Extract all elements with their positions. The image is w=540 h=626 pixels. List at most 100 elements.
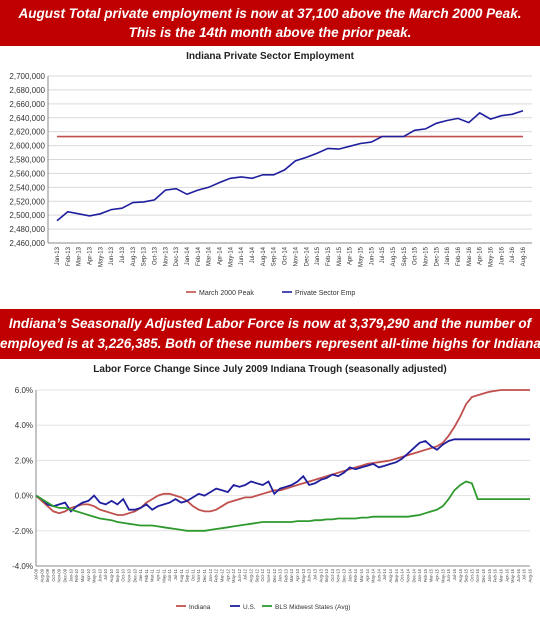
x-tick-label: Nov-15	[423, 246, 429, 266]
x-tick-label: May-15	[440, 568, 445, 583]
x-tick-label: Mar-13	[289, 568, 294, 582]
x-tick-label: Dec-11	[202, 568, 207, 582]
x-tick-label: Jun-15	[446, 568, 451, 581]
legend-label: BLS Midwest States (Avg)	[275, 604, 350, 611]
x-tick-label: Dec-14	[304, 246, 310, 266]
x-tick-label: Nov-12	[266, 568, 271, 582]
x-tick-label: Dec-15	[434, 246, 440, 266]
x-tick-label: Apr-10	[86, 568, 91, 581]
x-tick-label: Oct-12	[260, 568, 265, 581]
x-tick-label: May-14	[228, 246, 234, 267]
x-tick-label: Apr-16	[478, 246, 484, 265]
x-tick-label: Feb-15	[423, 568, 428, 582]
x-tick-label: May-10	[92, 568, 97, 583]
x-tick-label: Jun-12	[237, 568, 242, 581]
x-tick-label: Feb-10	[74, 568, 79, 582]
x-tick-label: Jan-15	[315, 246, 321, 265]
x-tick-label: Mar-14	[207, 246, 213, 266]
x-tick-label: May-11	[161, 568, 166, 582]
series-line-0	[35, 389, 530, 516]
x-tick-label: Jul-14	[250, 246, 256, 263]
x-tick-label: May-13	[301, 568, 306, 583]
x-tick-label: Sep-14	[394, 568, 399, 582]
y-tick-label: 2,680,000	[9, 86, 45, 95]
y-tick-label: 2,460,000	[9, 239, 45, 248]
x-tick-label: Oct-11	[190, 568, 195, 581]
x-tick-label: Sep-13	[324, 568, 329, 582]
x-tick-label: Aug-16	[528, 568, 533, 582]
x-tick-label: Apr-15	[435, 568, 440, 581]
x-tick-label: Jun-10	[97, 568, 102, 581]
x-tick-label: Jul-11	[173, 568, 178, 580]
x-tick-label: Dec-15	[481, 568, 486, 582]
x-tick-label: Jul-13	[312, 568, 317, 580]
x-tick-label: Aug-14	[261, 246, 267, 266]
x-tick-label: Feb-12	[214, 568, 219, 582]
x-tick-label: Apr-11	[156, 568, 161, 581]
x-tick-label: Apr-14	[218, 246, 224, 265]
top-banner-line-1: August Total private employment is now a…	[18, 6, 522, 21]
x-tick-label: Mar-16	[467, 246, 473, 266]
x-tick-label: Jul-09	[34, 568, 39, 580]
chart-1-title: Indiana Private Sector Employment	[186, 51, 354, 62]
x-tick-label: Jul-16	[510, 246, 516, 263]
x-tick-label: Jul-14	[382, 568, 387, 580]
x-tick-label: Aug-12	[249, 568, 254, 582]
x-tick-label: Sep-13	[142, 246, 148, 266]
x-tick-label: Mar-15	[429, 568, 434, 582]
x-tick-label: Oct-15	[413, 246, 419, 265]
y-tick-label: 2,540,000	[9, 183, 45, 192]
x-tick-label: Oct-09	[51, 568, 56, 581]
mid-banner: Indiana’s Seasonally Adjusted Labor Forc…	[0, 309, 540, 359]
top-banner: August Total private employment is now a…	[0, 0, 540, 46]
y-tick-label: 2,700,000	[9, 72, 45, 81]
x-tick-label: Aug-09	[39, 568, 44, 582]
y-tick-label: 2,480,000	[9, 225, 45, 234]
x-tick-label: Oct-10	[121, 568, 126, 581]
x-tick-label: Jan-10	[68, 568, 73, 581]
x-tick-label: Jun-11	[167, 568, 172, 581]
x-tick-label: Aug-14	[388, 568, 393, 582]
x-tick-label: Jan-13	[278, 568, 283, 581]
x-tick-label: Sep-12	[254, 568, 259, 582]
x-tick-label: Dec-14	[411, 568, 416, 582]
x-tick-label: Jan-15	[417, 568, 422, 581]
x-tick-label: Oct-14	[400, 568, 405, 581]
x-tick-label: Sep-15	[402, 246, 408, 266]
x-tick-label: Feb-14	[196, 246, 202, 266]
x-tick-label: Oct-14	[283, 246, 289, 265]
x-tick-label: Nov-10	[126, 568, 131, 582]
x-tick-label: Jun-13	[307, 568, 312, 581]
legend-label: March 2000 Peak	[199, 290, 254, 297]
x-tick-label: Mar-11	[150, 568, 155, 582]
x-tick-label: Mar-13	[77, 246, 83, 266]
y-tick-label: 2,640,000	[9, 114, 45, 123]
y-tick-label: 2,580,000	[9, 156, 45, 165]
series-line-2	[35, 480, 530, 532]
x-tick-label: Apr-12	[225, 568, 230, 581]
x-tick-label: Sep-10	[115, 568, 120, 582]
x-tick-label: May-16	[488, 246, 494, 267]
x-tick-label: Feb-16	[456, 246, 462, 266]
x-tick-label: Nov-15	[475, 568, 480, 582]
x-tick-label: Jun-14	[239, 246, 245, 265]
x-tick-label: Aug-11	[179, 568, 184, 582]
x-tick-label: Jan-16	[445, 246, 451, 265]
x-tick-label: Nov-14	[405, 568, 410, 582]
x-tick-label: Jul-15	[380, 246, 386, 263]
y-tick-label: 2,620,000	[9, 128, 45, 137]
x-tick-label: Jul-10	[103, 568, 108, 580]
x-tick-label: Apr-14	[365, 568, 370, 581]
x-tick-label: Jan-16	[487, 568, 492, 581]
x-tick-label: Jun-16	[499, 246, 505, 265]
x-tick-label: Oct-15	[469, 568, 474, 581]
x-tick-label: Dec-10	[132, 568, 137, 582]
legend-label: Private Sector Emp	[295, 290, 355, 297]
x-tick-label: May-14	[371, 568, 376, 583]
x-tick-label: Jul-12	[243, 568, 248, 580]
x-tick-label: Nov-13	[336, 568, 341, 582]
x-tick-label: Mar-10	[80, 568, 85, 582]
mid-banner-line-1: Indiana’s Seasonally Adjusted Labor Forc…	[8, 316, 532, 331]
x-tick-label: Jan-13	[55, 246, 61, 265]
x-tick-label: Jan-11	[138, 568, 143, 581]
